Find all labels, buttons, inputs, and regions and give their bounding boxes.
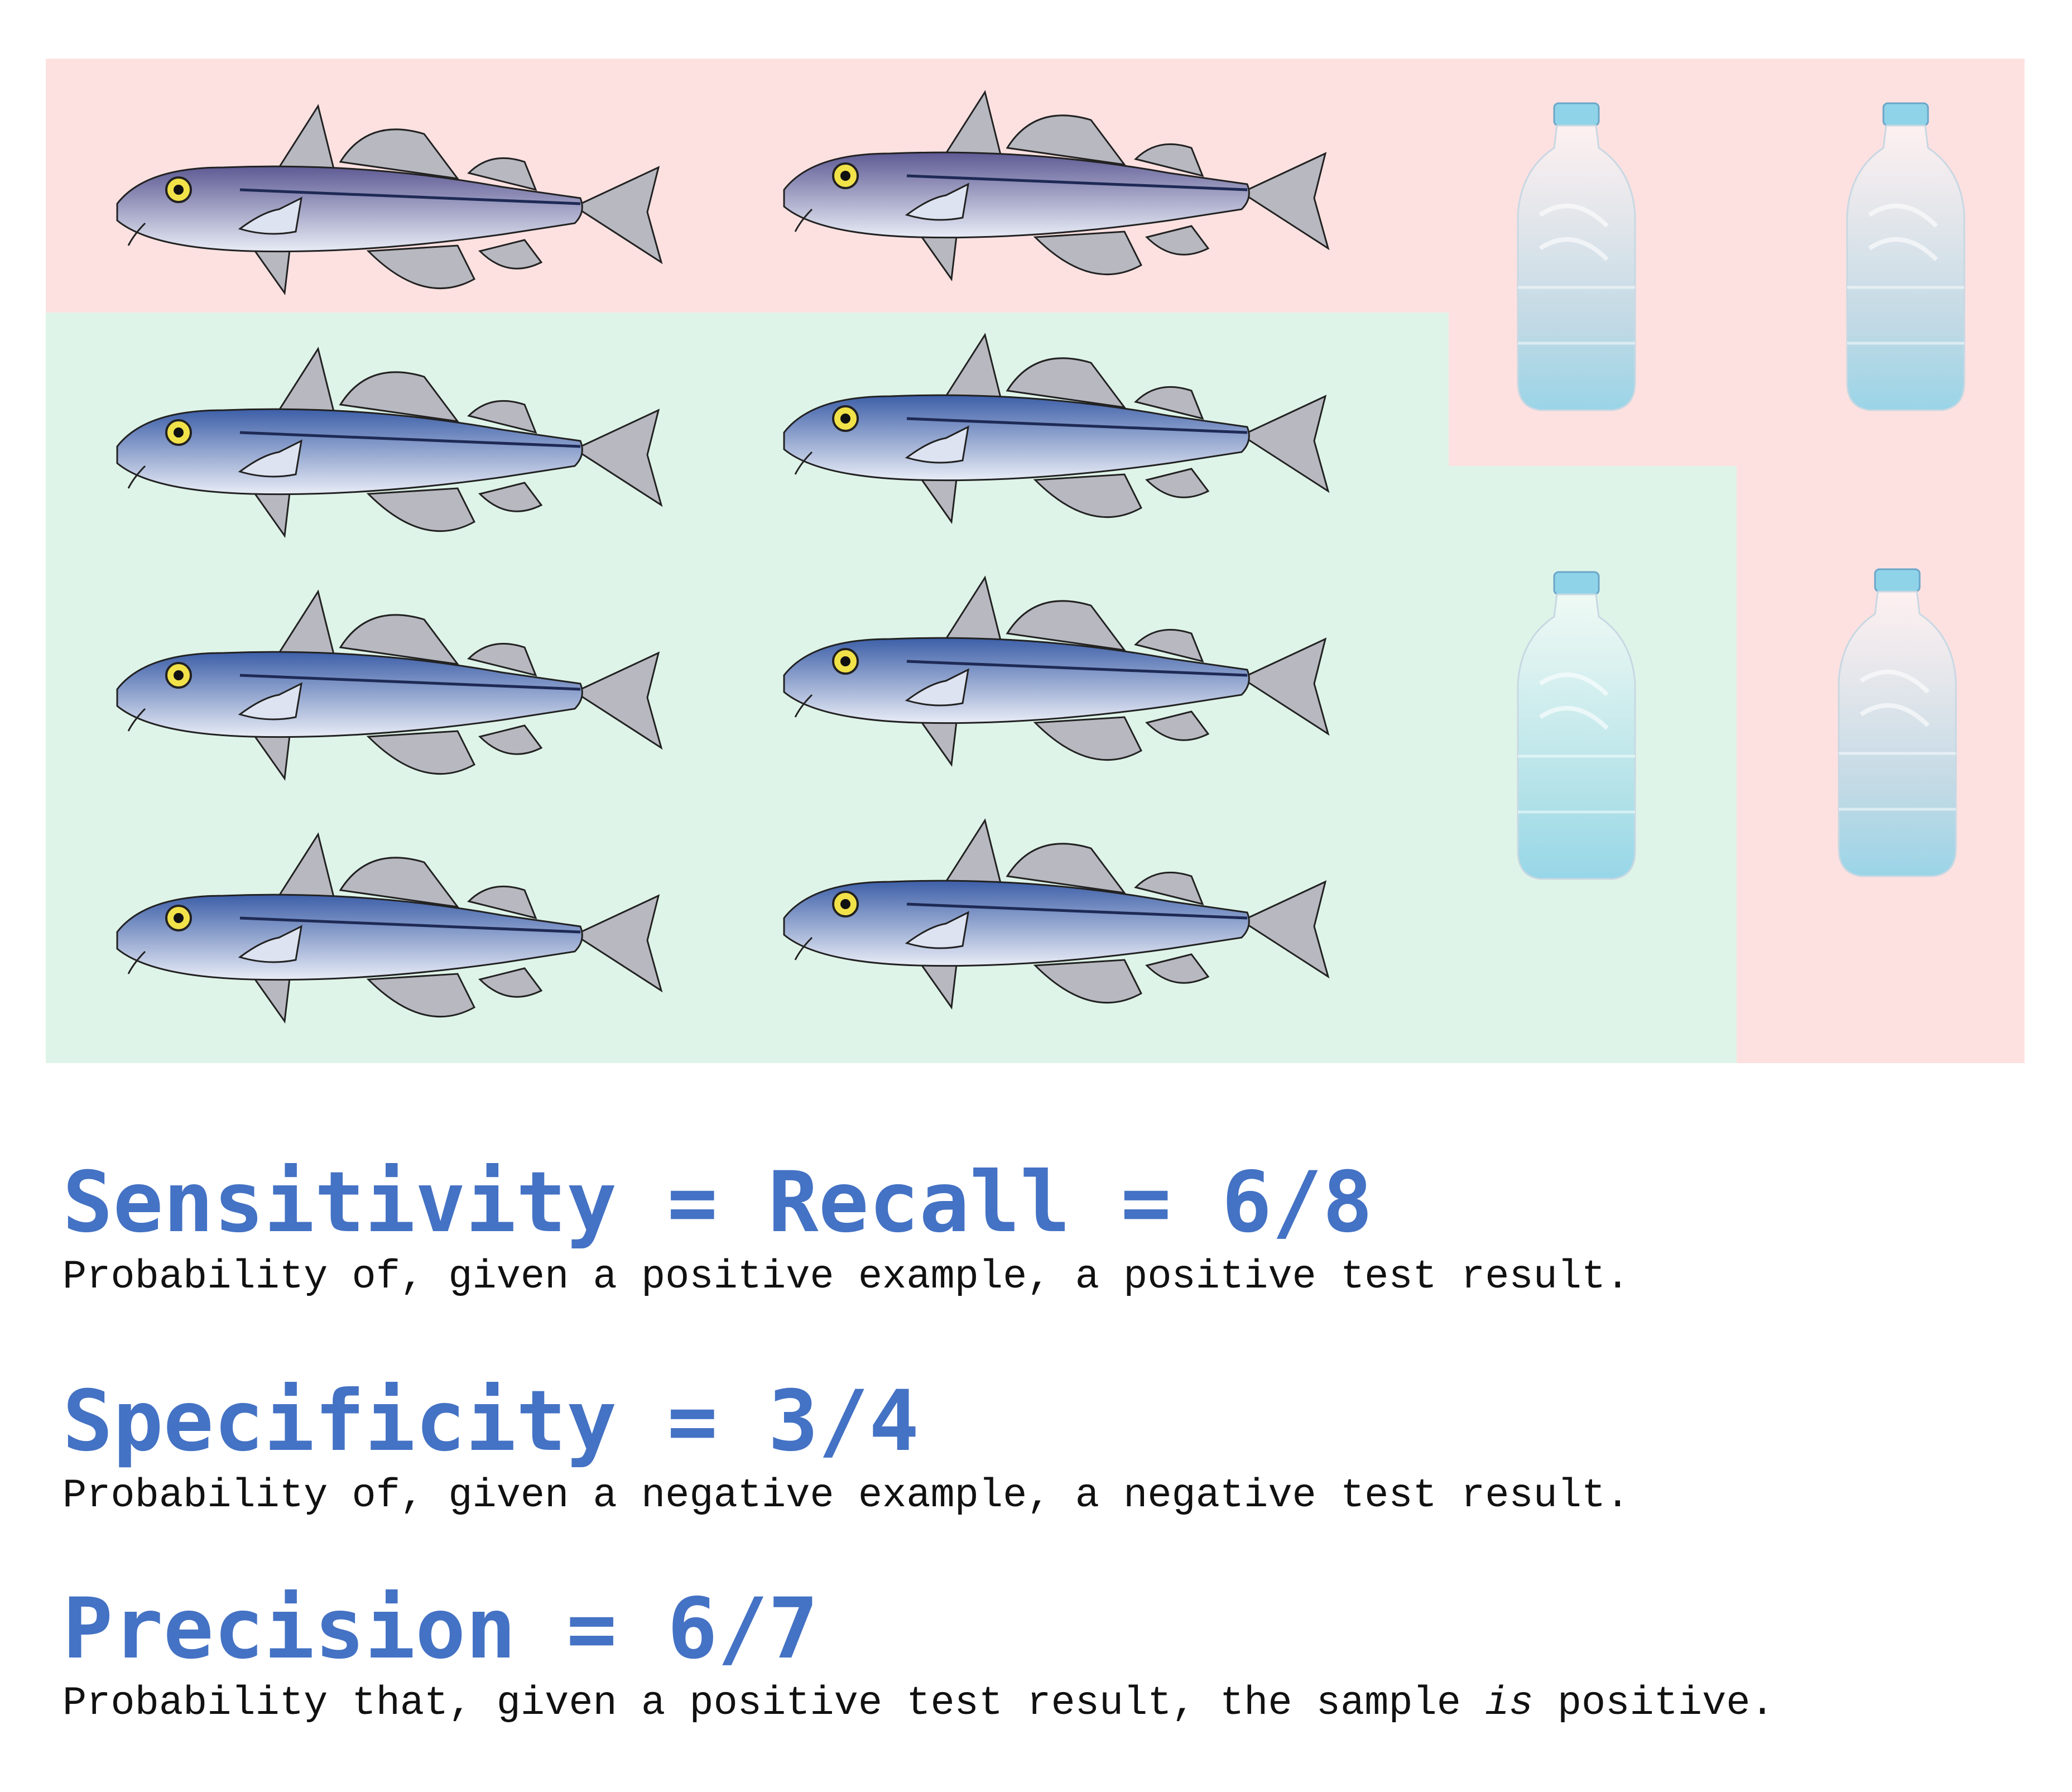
fish-icon (112, 326, 664, 555)
bottle-icon (1507, 102, 1646, 416)
desc-text: positive. (1533, 1680, 1775, 1726)
metric-title: Specificity = 3/4 (63, 1373, 920, 1470)
metric-description: Probability of, given a negative example… (63, 1473, 1630, 1519)
fish-icon (778, 798, 1331, 1027)
desc-text: Probability that, given a positive test … (63, 1680, 1486, 1726)
desc-emphasis: is (1485, 1680, 1533, 1726)
bottle-icon (1507, 571, 1646, 885)
fish-icon (112, 812, 664, 1041)
metric-precision: Precision = 6/7 Probability that, given … (63, 1587, 1775, 1723)
metric-specificity: Specificity = 3/4 Probability of, given … (63, 1380, 1629, 1516)
metric-title: Precision = 6/7 (63, 1580, 819, 1678)
fish-icon (778, 70, 1331, 299)
metric-description: Probability of, given a positive example… (63, 1254, 1630, 1300)
metric-description: Probability that, given a positive test … (63, 1683, 1775, 1723)
metric-title: Sensitivity = Recall = 6/8 (63, 1154, 1373, 1251)
fish-icon (112, 84, 664, 313)
fish-icon (112, 569, 664, 798)
metric-sensitivity: Sensitivity = Recall = 6/8 Probability o… (63, 1161, 1629, 1297)
fish-icon (778, 313, 1331, 541)
bottle-icon (1836, 102, 1975, 416)
fish-icon (778, 555, 1331, 784)
bottle-icon (1828, 568, 1967, 882)
